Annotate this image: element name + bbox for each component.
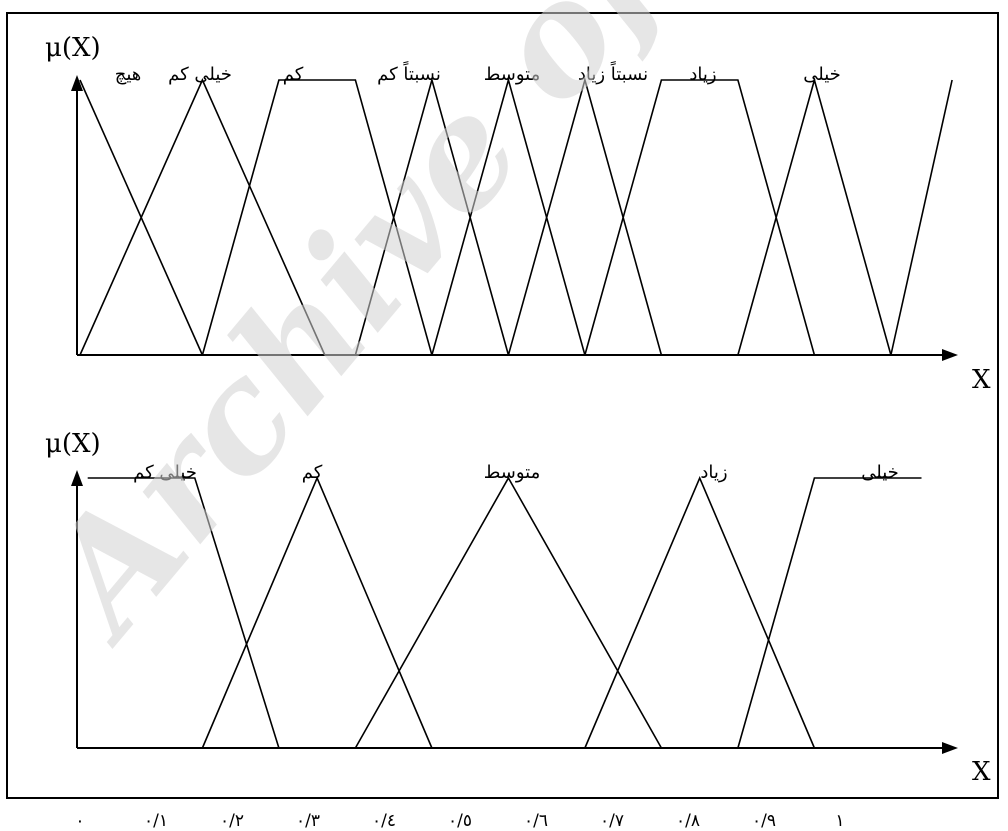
membership-label: خیلی کم: [133, 462, 197, 483]
membership-function: [201, 475, 433, 749]
y-axis-label: μ(X): [45, 33, 101, 63]
membership-label: زیاد: [689, 64, 716, 85]
x-tick-label: ۰/۸: [676, 811, 700, 831]
x-tick-label: ۰/۲: [220, 811, 244, 831]
x-tick-label: ۰/٦: [524, 811, 548, 831]
membership-function: [584, 475, 816, 749]
membership-function: [431, 77, 586, 356]
x-axis-arrow: [942, 742, 958, 754]
y-axis-arrow: [71, 75, 83, 91]
x-tick-label: ۰/٤: [372, 811, 396, 831]
x-axis-label: X: [972, 757, 991, 787]
membership-label: خیلی: [803, 64, 841, 85]
membership-function: [737, 77, 892, 356]
membership-label: خیلی: [861, 462, 899, 483]
membership-function: [79, 78, 326, 356]
membership-function: [354, 77, 510, 356]
membership-label: نسبتاً کم: [377, 61, 441, 85]
membership-chart-1: μ(X) X هیچ خیلی کم کم نسبتاً کم متوسط نسبتاً زی…: [45, 33, 991, 395]
membership-function: [507, 77, 663, 356]
membership-label: زیاد: [700, 462, 727, 483]
x-tick-label: ۰/۱: [144, 811, 168, 831]
x-tick-label: ۰/۹: [752, 811, 776, 831]
membership-label: متوسط: [484, 462, 541, 483]
membership-label: کم: [302, 462, 323, 483]
x-tick-label: ۱: [835, 811, 844, 831]
y-axis-label: μ(X): [45, 429, 101, 459]
membership-function: [87, 477, 280, 749]
y-axis-arrow: [71, 470, 83, 486]
x-tick-labels: ۰ ۰/۱ ۰/۲ ۰/۳ ۰/٤ ۰/٥ ۰/٦ ۰/۷ ۰/۸ ۰/۹ ۱: [75, 811, 844, 831]
membership-function: [890, 79, 953, 356]
membership-label: نسبتاً زیاد: [578, 61, 648, 85]
x-tick-label: ۰/۳: [296, 811, 320, 831]
x-tick-label: ۰: [75, 811, 84, 831]
membership-label: کم: [283, 64, 304, 85]
x-axis-arrow: [942, 349, 958, 361]
membership-label: متوسط: [484, 64, 541, 85]
membership-function: [737, 477, 922, 749]
x-axis-label: X: [972, 365, 991, 395]
membership-label: هیچ: [115, 64, 142, 85]
x-tick-label: ۰/۷: [600, 811, 624, 831]
membership-label: خیلی کم: [168, 64, 232, 85]
membership-function: [354, 476, 663, 749]
membership-chart-2: μ(X) X خیلی کم کم متوسط زیاد خیلی: [45, 429, 991, 787]
x-tick-label: ۰/٥: [448, 811, 472, 831]
